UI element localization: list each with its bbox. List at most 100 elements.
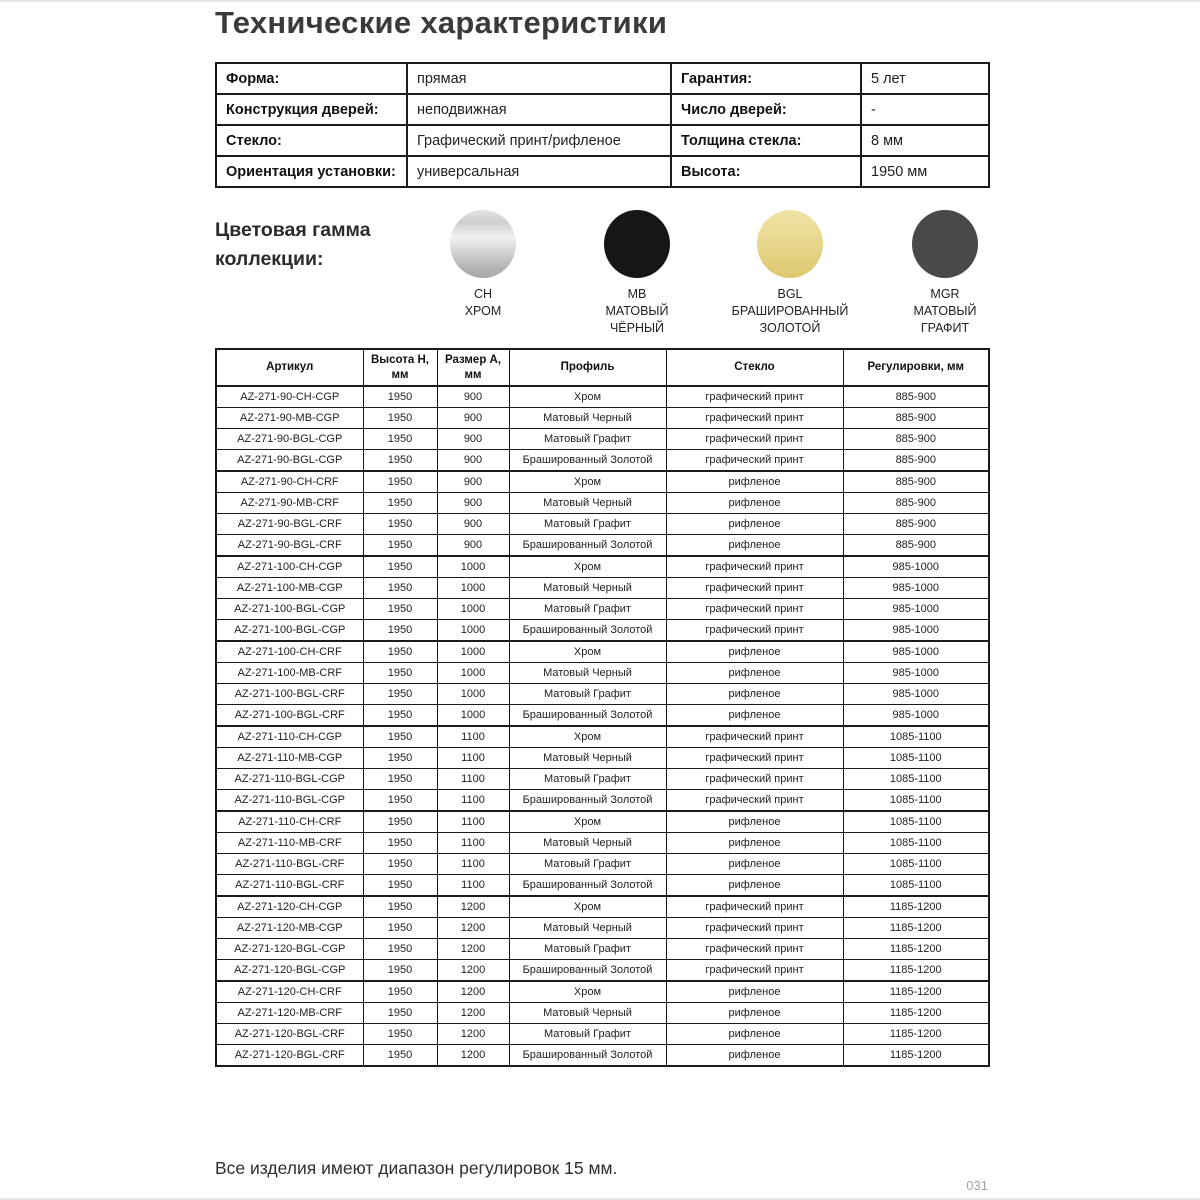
cell-article: AZ-271-90-BGL-CGP: [215, 449, 364, 472]
cell-adjustment-mm: 1185-1200: [842, 1044, 990, 1067]
table-row: AZ-271-120-MB-CRF 1950 1200 Матовый Черный р…: [215, 1002, 990, 1024]
cell-glass: графический принт: [665, 449, 844, 472]
cell-height-mm: 1950: [362, 428, 438, 450]
cell-article: AZ-271-120-BGL-CRF: [215, 1023, 364, 1045]
cell-profile: Брашированный Золотой: [508, 534, 667, 557]
table-row: AZ-271-120-MB-CGP 1950 1200 Матовый Черный г…: [215, 917, 990, 939]
cell-size-mm: 1100: [436, 810, 510, 833]
page-edge-top: [0, 0, 1200, 2]
cell-glass: рифленое: [665, 704, 844, 727]
table-row: AZ-271-120-BGL-CGP 1950 1200 Матовый Графит…: [215, 938, 990, 960]
swatch-name: МАТОВЫЙ ЧЁРНЫЙ: [605, 303, 669, 335]
matte-black-color-icon: [604, 210, 670, 278]
cell-profile: Брашированный Золотой: [508, 449, 667, 472]
cell-profile: Матовый Черный: [508, 1002, 667, 1024]
products-table: Артикул Высота H, мм Размер A, мм Профиль Ст…: [215, 348, 990, 1067]
table-row: AZ-271-100-MB-CRF 1950 1000 Матовый Черный р…: [215, 662, 990, 684]
cell-profile: Матовый Графит: [508, 683, 667, 705]
col-header-article: Артикул: [215, 348, 364, 387]
cell-glass: рифленое: [665, 810, 844, 833]
table-row: AZ-271-100-BGL-CGP 1950 1000 Брашированный …: [215, 619, 990, 642]
cell-height-mm: 1950: [362, 1044, 438, 1067]
table-row: AZ-271-100-CH-CGP 1950 1000 Хром графический…: [215, 555, 990, 578]
cell-profile: Брашированный Золотой: [508, 874, 667, 897]
table-row: AZ-271-90-MB-CRF 1950 900 Матовый Черный риф…: [215, 492, 990, 514]
cell-adjustment-mm: 885-900: [842, 385, 990, 408]
spec-label: Толщина стекла:: [670, 124, 862, 157]
cell-article: AZ-271-90-BGL-CGP: [215, 428, 364, 450]
cell-size-mm: 900: [436, 428, 510, 450]
cell-glass: рифленое: [665, 1044, 844, 1067]
cell-glass: рифленое: [665, 1002, 844, 1024]
cell-adjustment-mm: 885-900: [842, 513, 990, 535]
swatch-name: ХРОМ: [464, 303, 502, 318]
cell-size-mm: 1000: [436, 577, 510, 599]
cell-profile: Хром: [508, 895, 667, 918]
cell-adjustment-mm: 1085-1100: [842, 747, 990, 769]
cell-size-mm: 900: [436, 449, 510, 472]
table-row: AZ-271-120-BGL-CRF 1950 1200 Брашированный …: [215, 1044, 990, 1067]
table-row: AZ-271-90-BGL-CRF 1950 900 Брашированный Зо…: [215, 534, 990, 557]
cell-height-mm: 1950: [362, 577, 438, 599]
spec-value: неподвижная: [406, 93, 672, 126]
cell-article: AZ-271-100-BGL-CGP: [215, 598, 364, 620]
cell-article: AZ-271-100-MB-CGP: [215, 577, 364, 599]
cell-profile: Хром: [508, 725, 667, 748]
cell-article: AZ-271-110-BGL-CRF: [215, 874, 364, 897]
cell-glass: графический принт: [665, 598, 844, 620]
swatch-code: BGL: [777, 287, 803, 301]
cell-size-mm: 1000: [436, 704, 510, 727]
cell-article: AZ-271-100-BGL-CGP: [215, 619, 364, 642]
cell-size-mm: 1200: [436, 895, 510, 918]
color-palette-section: Цветовая гамма коллекции: CH ХРОМ MB МАТОВЫ…: [215, 204, 988, 339]
cell-article: AZ-271-100-CH-CRF: [215, 640, 364, 663]
cell-adjustment-mm: 885-900: [842, 407, 990, 429]
cell-profile: Брашированный Золотой: [508, 619, 667, 642]
swatch-bgl: BGL БРАШИРОВАННЫЙ ЗОЛОТОЙ: [710, 204, 870, 337]
col-header-glass: Стекло: [665, 348, 844, 387]
cell-article: AZ-271-90-CH-CRF: [215, 470, 364, 493]
table-row: AZ-271-110-BGL-CRF 1950 1100 Матовый Графит…: [215, 853, 990, 875]
cell-size-mm: 900: [436, 470, 510, 493]
cell-adjustment-mm: 1085-1100: [842, 789, 990, 812]
spec-row: Ориентация установки: универсальная Высота…: [215, 155, 990, 188]
table-row: AZ-271-100-MB-CGP 1950 1000 Матовый Черный г…: [215, 577, 990, 599]
table-row: AZ-271-120-CH-CRF 1950 1200 Хром рифленое 118…: [215, 980, 990, 1003]
cell-height-mm: 1950: [362, 492, 438, 514]
cell-adjustment-mm: 1085-1100: [842, 832, 990, 854]
page-title: Технические характеристики: [215, 5, 668, 40]
cell-article: AZ-271-110-MB-CGP: [215, 747, 364, 769]
cell-glass: графический принт: [665, 789, 844, 812]
swatch-name: МАТОВЫЙ ГРАФИТ: [913, 303, 977, 335]
cell-profile: Матовый Черный: [508, 747, 667, 769]
cell-height-mm: 1950: [362, 513, 438, 535]
cell-height-mm: 1950: [362, 980, 438, 1003]
cell-adjustment-mm: 1085-1100: [842, 725, 990, 748]
cell-profile: Матовый Черный: [508, 492, 667, 514]
cell-profile: Матовый Черный: [508, 917, 667, 939]
col-header-size-mm: Размер A, мм: [436, 348, 510, 387]
cell-height-mm: 1950: [362, 725, 438, 748]
cell-article: AZ-271-120-MB-CGP: [215, 917, 364, 939]
cell-profile: Брашированный Золотой: [508, 959, 667, 982]
cell-size-mm: 1100: [436, 832, 510, 854]
spec-value: Графический принт/рифленое: [406, 124, 672, 157]
col-header-height-mm: Высота H, мм: [362, 348, 438, 387]
col-header-adjustment-mm: Регулировки, мм: [842, 348, 990, 387]
cell-height-mm: 1950: [362, 470, 438, 493]
cell-article: AZ-271-110-BGL-CRF: [215, 853, 364, 875]
cell-adjustment-mm: 1085-1100: [842, 810, 990, 833]
cell-adjustment-mm: 985-1000: [842, 704, 990, 727]
cell-article: AZ-271-110-BGL-CGP: [215, 789, 364, 812]
cell-glass: графический принт: [665, 917, 844, 939]
cell-profile: Матовый Графит: [508, 513, 667, 535]
cell-size-mm: 1100: [436, 747, 510, 769]
cell-glass: рифленое: [665, 874, 844, 897]
table-row: AZ-271-100-BGL-CGP 1950 1000 Матовый Графит…: [215, 598, 990, 620]
swatch-code: CH: [473, 287, 493, 301]
cell-size-mm: 1100: [436, 874, 510, 897]
cell-adjustment-mm: 985-1000: [842, 577, 990, 599]
cell-height-mm: 1950: [362, 917, 438, 939]
table-row: AZ-271-90-BGL-CGP 1950 900 Матовый Графит гр…: [215, 428, 990, 450]
cell-adjustment-mm: 985-1000: [842, 619, 990, 642]
